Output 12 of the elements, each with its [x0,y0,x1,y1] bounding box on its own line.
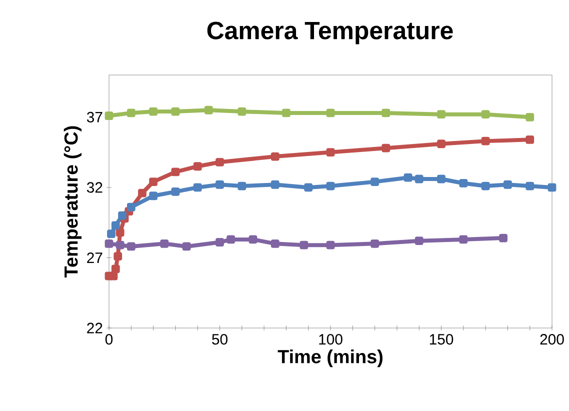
x-tick-label: 0 [105,334,113,345]
x-tick-label: 50 [212,334,228,345]
x-tick-label: 200 [540,334,564,345]
y-tick-label: 32 [86,182,102,193]
y-tick-label: 22 [87,322,102,334]
chart-title: Camera Temperature [207,22,453,44]
x-tick-label: 150 [430,334,454,345]
x-tick-label: 100 [319,334,342,345]
y-axis-title: Temperature (°C) [64,126,82,278]
y-tick-label: 27 [87,252,102,263]
y-tick-label: 37 [86,112,102,122]
x-axis-title: Time (mins) [278,349,382,368]
